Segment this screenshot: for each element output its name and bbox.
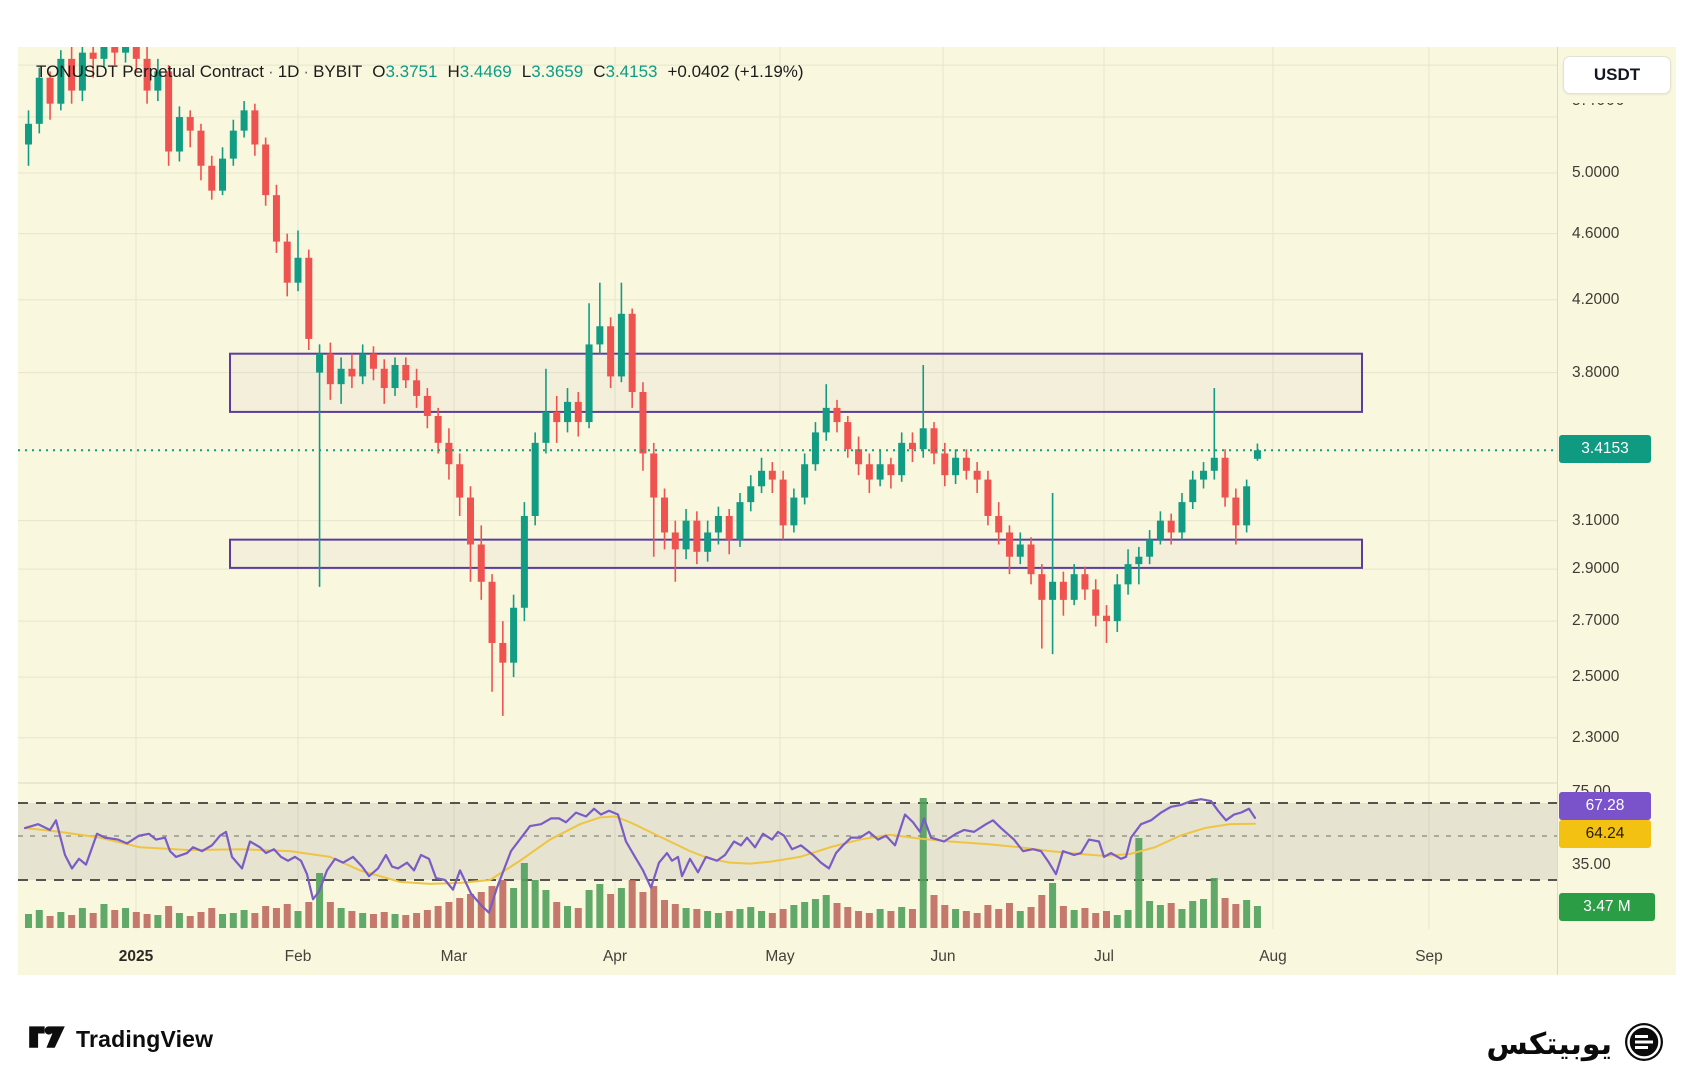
low-label: L	[521, 62, 532, 81]
change-value: +0.0402 (+1.19%)	[667, 62, 804, 81]
legend-separator: ·	[268, 62, 274, 81]
rsi-lower-band-label: 35.00	[1572, 856, 1611, 873]
watermark-brand: يوبيتكس	[1486, 1022, 1664, 1067]
price-tick-4.2000: 4.2000	[1572, 290, 1620, 308]
tradingview-icon	[28, 1024, 66, 1055]
tradingview-logo-link[interactable]: TradingView	[28, 1024, 213, 1055]
rsi-value-badge: 67.28	[1559, 792, 1651, 820]
time-tick-Mar: Mar	[440, 948, 468, 965]
time-tick-Aug: Aug	[1259, 948, 1287, 965]
close-label: C	[593, 62, 606, 81]
price-tick-2.5000: 2.5000	[1572, 668, 1620, 686]
price-tick-2.7000: 2.7000	[1572, 612, 1620, 630]
time-tick-Apr: Apr	[602, 948, 628, 965]
price-tick-3.8000: 3.8000	[1572, 363, 1620, 381]
open-value: 3.3751	[385, 62, 438, 81]
low-value: 3.3659	[531, 62, 584, 81]
time-tick-Sep: Sep	[1415, 948, 1443, 965]
legend-separator2: ·	[303, 62, 310, 81]
price-tick-obscured: 5.4000	[1572, 103, 1638, 109]
price-tick-3.1000: 3.1000	[1572, 511, 1620, 529]
time-tick-Feb: Feb	[284, 948, 312, 965]
chart-plot-area[interactable]	[18, 47, 1676, 975]
price-tick-2.9000: 2.9000	[1572, 560, 1620, 578]
watermark-arabic-text: يوبيتكس	[1486, 1027, 1612, 1062]
exchange-label: BYBIT	[313, 62, 363, 81]
price-tick-4.6000: 4.6000	[1572, 224, 1620, 242]
time-tick-Jul: Jul	[1094, 948, 1114, 965]
high-label: H	[447, 62, 460, 81]
currency-toggle-button[interactable]: USDT	[1563, 56, 1671, 94]
high-value: 3.4469	[459, 62, 512, 81]
page-footer	[0, 975, 1688, 1080]
watermark-circle-icon	[1624, 1022, 1664, 1067]
rsi-ma-value-badge: 64.24	[1559, 820, 1651, 848]
chart-legend[interactable]: TONUSDT Perpetual Contract · 1D · BYBIT O3.37…	[36, 62, 804, 82]
time-tick-2025: 2025	[118, 948, 154, 965]
volume-value-badge: 3.47 M	[1559, 893, 1655, 921]
price-tick-5.0000: 5.0000	[1572, 164, 1620, 182]
price-tick-2.3000: 2.3000	[1572, 728, 1620, 746]
open-label: O	[372, 62, 386, 81]
price-axis-separator	[1557, 47, 1558, 975]
last-price-badge: 3.4153	[1559, 435, 1651, 463]
symbol-title: TONUSDT Perpetual Contract	[36, 62, 265, 81]
time-tick-May: May	[765, 948, 795, 965]
close-value: 3.4153	[605, 62, 658, 81]
tradingview-wordmark: TradingView	[76, 1026, 214, 1052]
time-tick-Jun: Jun	[930, 948, 956, 965]
timeframe-label[interactable]: 1D	[277, 62, 300, 81]
